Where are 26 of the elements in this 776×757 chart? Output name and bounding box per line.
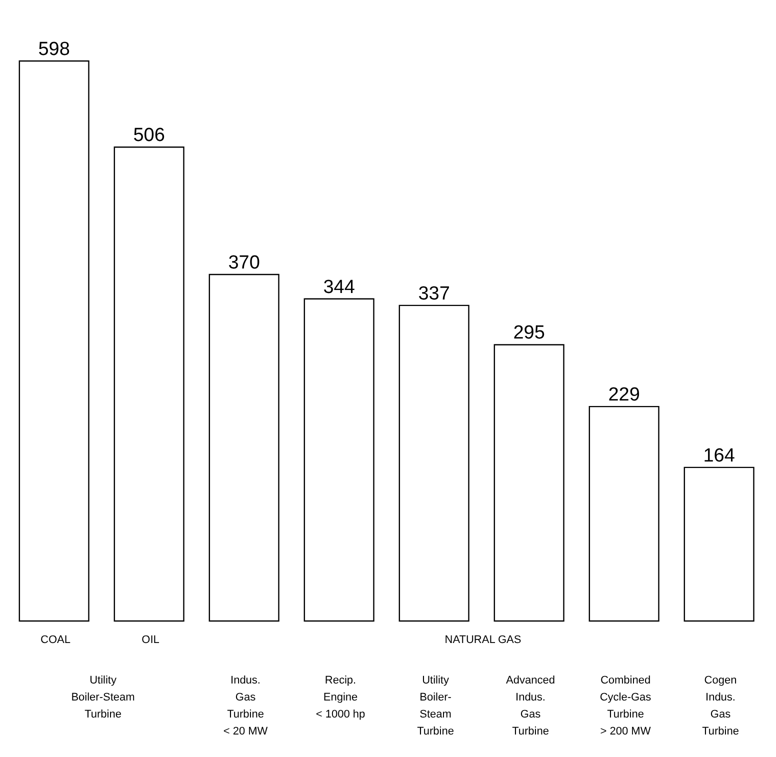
x-tick-label: Cogen Indus. Gas Turbine <box>702 674 739 738</box>
x-tick-label: Combined Cycle-Gas Turbine > 200 MW <box>600 674 652 738</box>
data-label: 295 <box>513 322 545 344</box>
data-label: 229 <box>608 384 640 406</box>
data-label: 344 <box>323 276 356 298</box>
data-label: 598 <box>38 39 70 60</box>
bar <box>18 60 90 622</box>
data-label: 370 <box>228 252 260 274</box>
text: OIL <box>142 634 160 646</box>
bar <box>588 406 660 622</box>
x-tick-label: Utility Boiler- Steam Turbine <box>417 674 454 738</box>
data-label: 164 <box>703 445 736 466</box>
x-tick-label: Indus. Gas Turbine < 20 MW <box>223 674 268 738</box>
bar <box>684 466 754 622</box>
text: Utility Boiler-Steam Turbine <box>71 674 135 720</box>
data-label: 506 <box>133 125 165 146</box>
bar <box>208 274 280 622</box>
x-tick-label: Recip. Engine < 1000 hp <box>316 674 366 720</box>
bar <box>494 344 564 622</box>
bar <box>114 146 184 622</box>
x-tick-label: Advanced Indus. Gas Turbine <box>506 674 555 738</box>
text: COAL <box>40 634 70 646</box>
bar <box>398 304 470 622</box>
bar <box>304 298 374 622</box>
text: NATURAL GAS <box>444 634 522 646</box>
data-label: 337 <box>418 283 450 304</box>
